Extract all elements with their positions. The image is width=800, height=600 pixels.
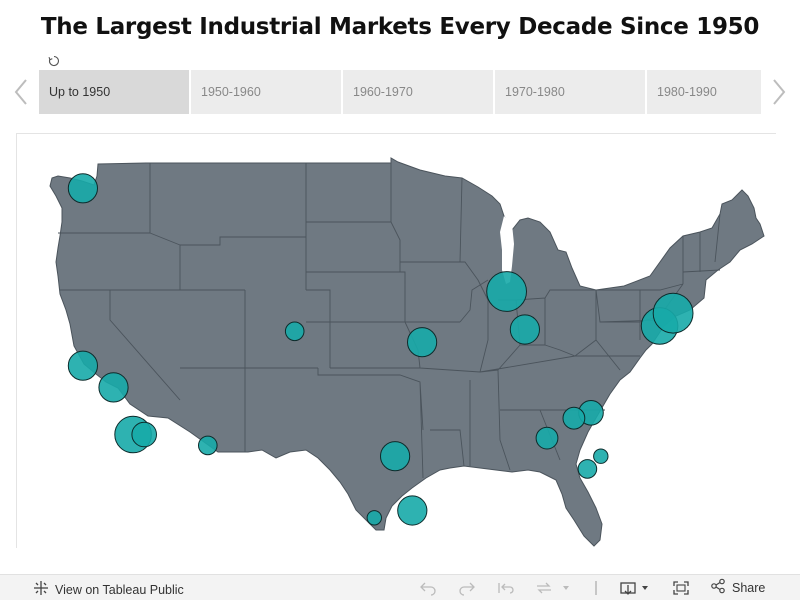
- market-marker-dallas-fort-worth[interactable]: [380, 441, 411, 472]
- toolbar-divider: [595, 579, 597, 597]
- market-marker-greenville-spartanburg[interactable]: [562, 406, 586, 430]
- market-marker-san-francisco-bay-area[interactable]: [67, 350, 99, 381]
- view-on-tableau-label: View on Tableau Public: [55, 582, 184, 597]
- market-marker-atlanta[interactable]: [535, 426, 559, 450]
- market-marker-chicago[interactable]: [486, 271, 528, 312]
- redo-icon[interactable]: [458, 579, 476, 597]
- share-icon: [710, 578, 726, 599]
- revert-icon[interactable]: [497, 579, 515, 597]
- market-marker-kansas-city[interactable]: [407, 327, 438, 358]
- market-marker-houston[interactable]: [397, 495, 428, 526]
- market-marker-indianapolis[interactable]: [509, 314, 541, 345]
- market-marker-savannah[interactable]: [577, 459, 598, 479]
- usa-outline: [49, 157, 765, 547]
- market-marker-san-antonio[interactable]: [366, 510, 382, 526]
- states-land: [49, 157, 765, 547]
- market-marker-new-york-new-jersey[interactable]: [652, 292, 694, 334]
- market-marker-central-valley[interactable]: [98, 372, 129, 403]
- tab-1980-1990[interactable]: 1980-1990: [647, 70, 761, 114]
- tab-1950-1960[interactable]: 1950-1960: [191, 70, 341, 114]
- share-label: Share: [732, 581, 766, 595]
- share-button[interactable]: Share: [710, 578, 766, 599]
- undo-icon[interactable]: [419, 579, 437, 597]
- tab-up-to-1950[interactable]: Up to 1950: [39, 70, 189, 114]
- page-title: The Largest Industrial Markets Every Dec…: [40, 14, 760, 40]
- previous-arrow-icon[interactable]: [8, 70, 34, 114]
- market-marker-denver[interactable]: [284, 321, 305, 342]
- market-marker-inland-empire[interactable]: [131, 421, 157, 448]
- reset-icon[interactable]: [48, 55, 62, 69]
- pause-updates-icon[interactable]: [535, 579, 571, 597]
- tab-1960-1970[interactable]: 1960-1970: [343, 70, 493, 114]
- market-markers[interactable]: [67, 173, 694, 526]
- tab-1970-1980[interactable]: 1970-1980: [495, 70, 645, 114]
- download-icon[interactable]: [620, 579, 652, 597]
- market-marker-phoenix[interactable]: [198, 435, 218, 456]
- fullscreen-icon[interactable]: [672, 579, 690, 597]
- market-marker-charleston[interactable]: [593, 448, 609, 464]
- state-borders: [58, 163, 721, 479]
- lake-michigan: [500, 216, 514, 284]
- tableau-logo-icon: [33, 580, 49, 599]
- footer-toolbar: View on Tableau Public Share: [0, 574, 800, 600]
- view-on-tableau-link[interactable]: View on Tableau Public: [33, 580, 184, 599]
- market-marker-seattle[interactable]: [67, 173, 99, 204]
- next-arrow-icon[interactable]: [766, 70, 792, 114]
- decade-tabs: Up to 1950 1950-1960 1960-1970 1970-1980…: [0, 70, 800, 114]
- map-frame: [16, 133, 776, 548]
